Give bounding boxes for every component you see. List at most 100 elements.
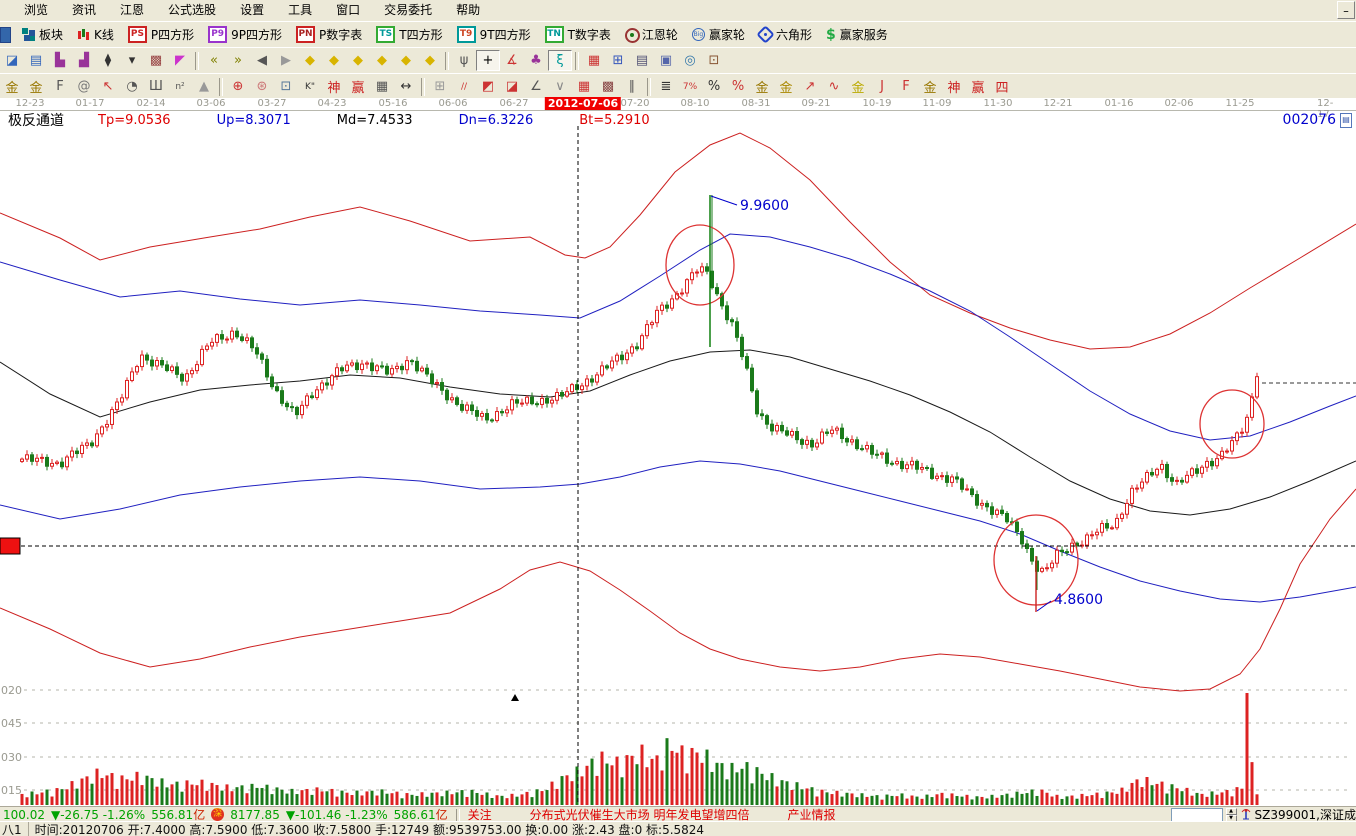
ruler-123-icon[interactable]: ▦	[375, 79, 389, 94]
calculator-icon[interactable]: ⊞	[612, 53, 624, 68]
percent-icon[interactable]: %	[707, 79, 721, 94]
hand-tool-icon[interactable]: ψ	[459, 53, 469, 68]
formula-icon[interactable]: ▩	[149, 53, 163, 68]
menu-item-9[interactable]: 帮助	[456, 3, 481, 17]
prev-page-icon[interactable]: ◀	[257, 53, 267, 68]
expand-h-diamond-icon[interactable]: ◆	[353, 53, 363, 68]
minimize-button[interactable]: _	[1337, 1, 1355, 19]
date-axis[interactable]: 12-23 01-17 02-14 03-06 03-27 04-23 05-16 06-06…	[0, 97, 1356, 120]
notes-icon[interactable]: ▤	[635, 53, 649, 68]
winner-wheel-button[interactable]: Big 赢家轮	[685, 24, 752, 46]
gold-line-icon[interactable]: 金	[779, 81, 793, 96]
tree-view-icon[interactable]: ♣	[530, 53, 542, 68]
fan-lines-icon[interactable]: //	[460, 81, 468, 92]
web-quote-icon[interactable]: ◎	[684, 53, 696, 68]
quote-list-icon[interactable]: ▤	[1340, 112, 1352, 128]
compress-all-diamond-icon[interactable]: ◆	[401, 53, 411, 68]
gold-split-icon[interactable]: 金	[5, 81, 19, 96]
ying-angle-icon[interactable]: 赢	[971, 81, 985, 96]
t-number-table-button[interactable]: TN T数字表	[538, 24, 618, 46]
red-grid-icon[interactable]: ▦	[577, 79, 591, 94]
news-ticker[interactable]: 关注 分布式光伏催生大市场 明年发电望增四倍 产业情报	[468, 807, 1171, 822]
box-select-icon[interactable]: ⊞	[434, 79, 446, 94]
last-page-icon[interactable]: »	[234, 53, 242, 68]
kline-dropdown-icon[interactable]: ▾	[128, 53, 136, 68]
nine-t-square-button[interactable]: T9 9T四方形	[450, 24, 538, 46]
menu-item-8[interactable]: 交易委托	[384, 3, 433, 17]
parallel-lines-icon[interactable]: ∥	[628, 79, 636, 94]
percent-line-icon[interactable]: %	[731, 79, 745, 94]
kline-style-icon[interactable]: ⧫	[104, 53, 112, 68]
info-list-icon[interactable]: ▤	[29, 53, 43, 68]
sector-button[interactable]: 板块	[15, 24, 70, 46]
grid-box-icon[interactable]: ▩	[601, 79, 615, 94]
p-number-table-button[interactable]: PN P数字表	[289, 24, 369, 46]
save-icon[interactable]: ▣	[659, 53, 673, 68]
hexagon-button[interactable]: 六角形	[752, 24, 819, 46]
n-square-icon[interactable]: n²	[175, 81, 185, 92]
bars-3-icon[interactable]: ▙	[55, 53, 65, 68]
grid-ticks-icon[interactable]: Ш	[149, 79, 163, 94]
gann-clock-icon[interactable]: ◔	[126, 79, 138, 94]
menu-item-2[interactable]: 资讯	[72, 3, 97, 17]
gann-wheel-button[interactable]: 江恩轮	[618, 24, 685, 46]
shen-tool-icon[interactable]: 神	[327, 81, 341, 96]
span-arrows-icon[interactable]: ↔	[400, 79, 412, 94]
gann-fan-box-icon[interactable]: ◩	[481, 79, 495, 94]
gold-split2-icon[interactable]: 金	[29, 81, 43, 96]
si-angle-icon[interactable]: 四	[995, 81, 1009, 96]
menu-item-4[interactable]: 公式选股	[168, 3, 217, 17]
menu-item-7[interactable]: 窗口	[336, 3, 361, 17]
crosshair-tool-icon[interactable]: +	[476, 50, 500, 71]
remote-data-icon[interactable]: ⊡	[708, 53, 720, 68]
angle-lines-icon[interactable]: ∠	[530, 79, 542, 94]
circle-cross-icon[interactable]: ⊕	[232, 79, 244, 94]
menu-item-5[interactable]: 设置	[240, 3, 265, 17]
shift-left-diamond-icon[interactable]: ◆	[305, 53, 315, 68]
shen-angle-icon[interactable]: 神	[947, 81, 961, 96]
calendar-icon[interactable]: ▦	[587, 53, 601, 68]
f-ruler-icon[interactable]: F	[56, 79, 64, 94]
t-square-button[interactable]: TS T四方形	[369, 24, 449, 46]
gann-fan-box2-icon[interactable]: ◪	[505, 79, 519, 94]
bars-9-icon[interactable]: ▟	[79, 53, 89, 68]
pen-flag-icon[interactable]: ↗	[804, 79, 816, 94]
compress-h-diamond-icon[interactable]: ◆	[377, 53, 387, 68]
menu-item-6[interactable]: 工具	[288, 3, 313, 17]
menu-item-1[interactable]: 浏览	[24, 3, 49, 17]
gold-circle-icon[interactable]: 金	[755, 81, 769, 96]
star-web-icon[interactable]: ⊛	[256, 79, 268, 94]
trend-angle-icon[interactable]: ∡	[506, 53, 518, 68]
wave-icon[interactable]: ∿	[828, 79, 840, 94]
gold-angle2-icon[interactable]: 金	[923, 81, 937, 96]
smart-analysis-icon[interactable]: ξ	[548, 50, 572, 71]
next-page-icon[interactable]: ▶	[281, 53, 291, 68]
price-bars-icon[interactable]: ≣	[660, 79, 672, 94]
spiral-icon[interactable]: @	[77, 79, 91, 94]
j-angle-icon[interactable]: J	[880, 79, 884, 94]
expand-all-diamond-icon[interactable]: ◆	[425, 53, 435, 68]
gold-angle-icon[interactable]: 金	[851, 81, 865, 96]
shift-right-diamond-icon[interactable]: ◆	[329, 53, 339, 68]
menu-item-3[interactable]: 江恩	[120, 3, 145, 17]
volume-flag-icon[interactable]: ◤	[175, 53, 185, 68]
marker-pen-icon[interactable]: ↖	[102, 79, 114, 94]
square-web-icon[interactable]: ⊡	[280, 79, 292, 94]
ying-tool-icon[interactable]: 赢	[351, 81, 365, 96]
nine-p-square-button-icon: P9	[208, 26, 228, 43]
kline-button[interactable]: K线	[70, 24, 121, 46]
winner-service-button[interactable]: $ 赢家服务	[819, 24, 895, 46]
code-spinner[interactable]: ▲ ▼	[1225, 807, 1237, 822]
percent-triangle-icon[interactable]: 7%	[682, 81, 698, 92]
code-input[interactable]	[1170, 807, 1223, 822]
zigzag-icon[interactable]: ∨	[555, 79, 565, 94]
f-angle-icon[interactable]: F	[902, 79, 910, 94]
market-chart-icon[interactable]: ◪	[5, 53, 19, 68]
first-page-icon[interactable]: «	[210, 53, 218, 68]
indices-block: 100.02 ▼-26.75 -1.26% 556.81亿深 8177.85 ▼-101…	[0, 807, 448, 823]
nine-p-square-button[interactable]: P9 9P四方形	[201, 24, 289, 46]
price-chart[interactable]: 020 045 030 015 9.9600 4.8600	[0, 98, 1356, 806]
k-marks-icon[interactable]: K"	[304, 81, 316, 92]
p-square-button[interactable]: PS P四方形	[121, 24, 201, 46]
angle-flag-icon[interactable]: ▲	[199, 79, 209, 94]
